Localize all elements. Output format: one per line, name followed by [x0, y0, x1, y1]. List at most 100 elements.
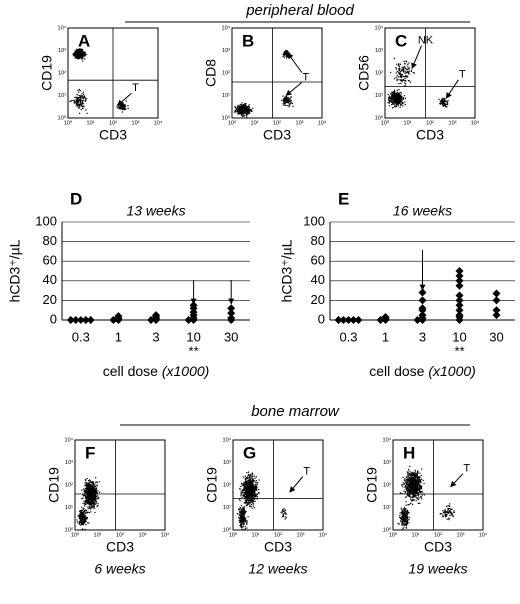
event-dot [285, 97, 287, 100]
event-dot [246, 504, 248, 506]
event-dot [442, 516, 444, 518]
x-axis-label-text: cell dose [103, 363, 162, 379]
event-dot [406, 509, 409, 511]
event-dot [395, 96, 398, 98]
event-dot [234, 107, 236, 109]
event-dot [243, 110, 245, 112]
event-dot [91, 484, 93, 487]
event-dot [395, 102, 397, 104]
event-dot [397, 522, 399, 524]
event-dot [242, 116, 244, 118]
event-dot [395, 105, 397, 107]
event-dot [417, 480, 419, 482]
event-dot [243, 111, 245, 113]
y-tick-label: 10⁴ [222, 24, 231, 31]
event-dot [410, 477, 412, 479]
event-dot [95, 500, 97, 502]
event-dot [74, 55, 76, 57]
event-dot [78, 517, 80, 519]
event-dot [89, 485, 91, 487]
data-point [418, 296, 427, 305]
event-dot [449, 503, 451, 505]
event-dot [255, 487, 258, 489]
event-dot [405, 80, 407, 82]
event-dot [392, 97, 394, 99]
event-dot [93, 501, 95, 503]
event-dot [421, 498, 423, 500]
event-dot [447, 104, 449, 106]
event-dot [96, 484, 98, 486]
event-dot [418, 478, 420, 480]
x-tick-label: 10² [273, 120, 281, 126]
event-dot [253, 488, 255, 490]
event-dot [404, 513, 406, 515]
event-dot [251, 480, 253, 482]
plot-frame [384, 27, 476, 119]
event-dot [248, 109, 250, 111]
event-dot [80, 108, 82, 111]
event-dot [247, 502, 250, 504]
event-dot [448, 517, 450, 519]
event-dot [418, 491, 420, 493]
event-dot [406, 484, 408, 486]
event-dot [423, 494, 425, 496]
event-dot [246, 490, 248, 492]
event-dot [249, 108, 251, 110]
event-dot [416, 481, 418, 483]
event-dot [412, 503, 414, 505]
event-dot [249, 488, 251, 490]
event-dot [89, 480, 91, 482]
event-dot [84, 519, 86, 522]
event-dot [397, 102, 399, 104]
event-dot [416, 497, 418, 499]
event-dot [414, 490, 416, 492]
event-dot [240, 508, 242, 510]
event-dot [410, 473, 412, 475]
event-dot [393, 97, 396, 99]
x-axis-label: CD3 [106, 539, 134, 555]
event-dot [288, 97, 290, 99]
event-dot [89, 506, 91, 508]
event-dot [401, 517, 403, 519]
event-dot [401, 524, 403, 526]
data-point [455, 306, 464, 315]
annotation: T [459, 69, 466, 81]
event-dot [399, 71, 401, 73]
event-dot [81, 54, 83, 57]
event-dot [86, 112, 88, 114]
event-dot [285, 513, 287, 515]
event-dot [122, 107, 124, 109]
event-dot [410, 70, 412, 72]
annotation: ** [189, 343, 199, 358]
event-dot [246, 501, 248, 503]
x-tick-label: 10³ [296, 120, 304, 126]
event-dot [439, 103, 441, 105]
event-dot [243, 523, 245, 525]
event-dot [80, 99, 82, 101]
data-point [492, 296, 501, 305]
event-dot [237, 107, 239, 109]
event-dot [248, 483, 251, 485]
event-dot [415, 487, 418, 489]
event-dot [403, 67, 405, 69]
event-dot [400, 101, 402, 103]
event-dot [82, 60, 84, 62]
event-dot [412, 494, 414, 496]
event-dot [403, 85, 405, 87]
event-dot [407, 474, 409, 476]
event-dot [87, 492, 89, 494]
event-dot [412, 492, 414, 494]
event-dot [411, 482, 413, 484]
event-dot [81, 100, 83, 102]
event-dot [87, 506, 89, 508]
event-dot [399, 76, 401, 78]
event-dot [411, 489, 413, 491]
data-point [455, 301, 464, 310]
event-dot [78, 55, 80, 57]
event-dot [419, 484, 421, 486]
event-dot [412, 490, 414, 492]
x-tick-label: 10⁰ [389, 531, 398, 538]
event-dot [394, 93, 396, 95]
event-dot [282, 510, 284, 512]
event-dot [244, 475, 246, 477]
